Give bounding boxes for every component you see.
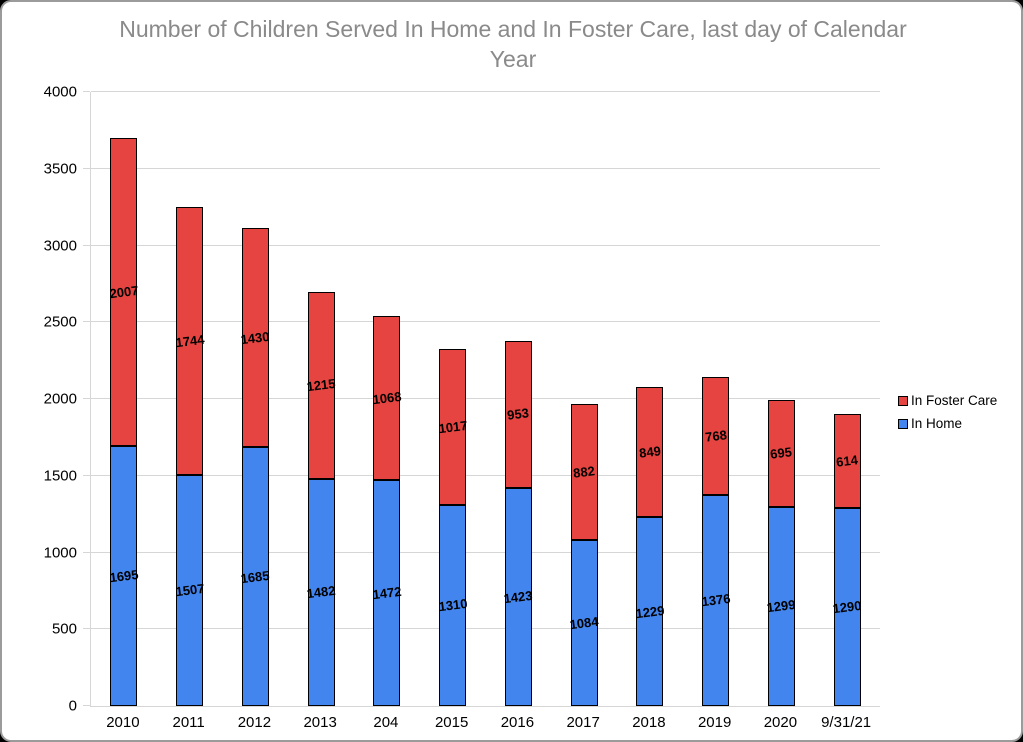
bar-value-label-in-home: 1685 [240, 567, 271, 586]
gridline [91, 91, 880, 92]
bar-segment-in-home [636, 517, 664, 706]
x-axis-tick-label: 2011 [172, 714, 205, 731]
y-axis-tick-label: 3500 [43, 160, 77, 178]
bar-value-label-in-foster-care: 849 [638, 443, 662, 461]
bar-segment-in-home [767, 506, 795, 706]
bar-segment-in-home [504, 487, 532, 706]
bar-segment-in-home [702, 494, 730, 706]
bar-segment-in-foster-care [439, 348, 467, 505]
x-axis-tick-label: 2018 [632, 714, 666, 731]
x-axis-tick-label: 9/31/21 [821, 714, 872, 731]
gridline [91, 551, 880, 553]
bar-value-label-in-foster-care: 614 [835, 452, 859, 470]
plot-area: 1695 2007 1507 1744 1685 1430 1482 1215 1472 1068… [90, 91, 880, 707]
y-axis-tick-label: 3000 [43, 237, 77, 254]
bar-segment-in-foster-care [504, 341, 532, 488]
bar-value-label-in-foster-care: 2007 [108, 282, 140, 301]
bar-value-label-in-home: 1229 [634, 602, 666, 621]
y-tick [83, 398, 90, 399]
y-tick [83, 628, 90, 630]
bar-segment-in-home [373, 480, 401, 706]
bar-segment-in-foster-care [241, 227, 269, 448]
bar-segment-in-home [307, 478, 335, 706]
x-axis-tick-label: 2012 [237, 714, 272, 731]
legend: In Foster Care In Home [898, 389, 997, 435]
y-tick [83, 551, 90, 553]
bar-segment-in-foster-care [833, 413, 861, 508]
y-axis-tick-label: 2000 [43, 390, 77, 408]
bar-segment-in-foster-care [767, 399, 795, 507]
legend-swatch-in-home [898, 418, 908, 429]
bar-segment-in-home [241, 447, 269, 706]
bar-segment-in-foster-care [373, 316, 401, 481]
bar-segment-in-foster-care [636, 387, 664, 518]
gridline [91, 628, 880, 630]
x-axis-tick-label: 2019 [697, 714, 732, 731]
bar-value-label-in-foster-care: 768 [703, 427, 728, 445]
bar-value-label-in-foster-care: 882 [572, 463, 596, 481]
bar-segment-in-home [176, 474, 204, 706]
bar-segment-in-home [110, 445, 138, 706]
y-axis-tick-label: 1500 [43, 467, 77, 485]
gridline [91, 398, 880, 399]
legend-label: In Home [911, 416, 963, 431]
bar-value-label-in-foster-care: 1744 [174, 331, 205, 351]
gridline [91, 244, 880, 246]
bar-segment-in-foster-care [702, 376, 730, 495]
x-axis-tick-label: 204 [373, 714, 399, 731]
y-tick [83, 705, 90, 706]
bar-value-label-in-foster-care: 1430 [240, 328, 271, 347]
y-axis-tick-label: 2500 [43, 313, 77, 331]
x-axis-tick-label: 2017 [566, 714, 600, 731]
gridline [91, 474, 880, 476]
y-axis-tick-label: 500 [51, 620, 77, 638]
legend-item: In Foster Care [898, 389, 997, 412]
bar-segment-in-foster-care [176, 206, 204, 475]
chart-title: Number of Children Served In Home and In… [119, 16, 907, 72]
x-axis-tick-label: 2020 [763, 714, 798, 731]
y-tick [83, 321, 90, 323]
bar-segment-in-foster-care [307, 292, 335, 479]
bar-segment-in-home [570, 539, 598, 706]
legend-item: In Home [898, 412, 997, 435]
y-tick [83, 167, 90, 169]
bar-segment-in-home [833, 508, 861, 706]
x-axis-tick-label: 2010 [106, 714, 140, 731]
gridline [91, 167, 880, 169]
x-axis-tick-label: 2015 [434, 714, 469, 731]
legend-swatch-in-foster-care [898, 395, 908, 406]
bar-segment-in-foster-care [110, 137, 138, 446]
y-axis-tick-label: 4000 [43, 83, 77, 101]
x-axis-tick-label: 2016 [500, 714, 535, 731]
y-tick [83, 91, 90, 92]
y-axis-tick-label: 0 [68, 697, 77, 715]
gridline [91, 321, 880, 323]
bar-value-label-in-foster-care: 695 [769, 444, 794, 463]
y-tick [83, 474, 90, 476]
y-axis-tick-label: 1000 [43, 544, 77, 561]
legend-label: In Foster Care [911, 393, 998, 408]
x-axis-tick-label: 2013 [303, 714, 337, 731]
bar-segment-in-foster-care [570, 404, 598, 540]
bar-segment-in-home [439, 504, 467, 706]
y-tick [83, 244, 90, 246]
